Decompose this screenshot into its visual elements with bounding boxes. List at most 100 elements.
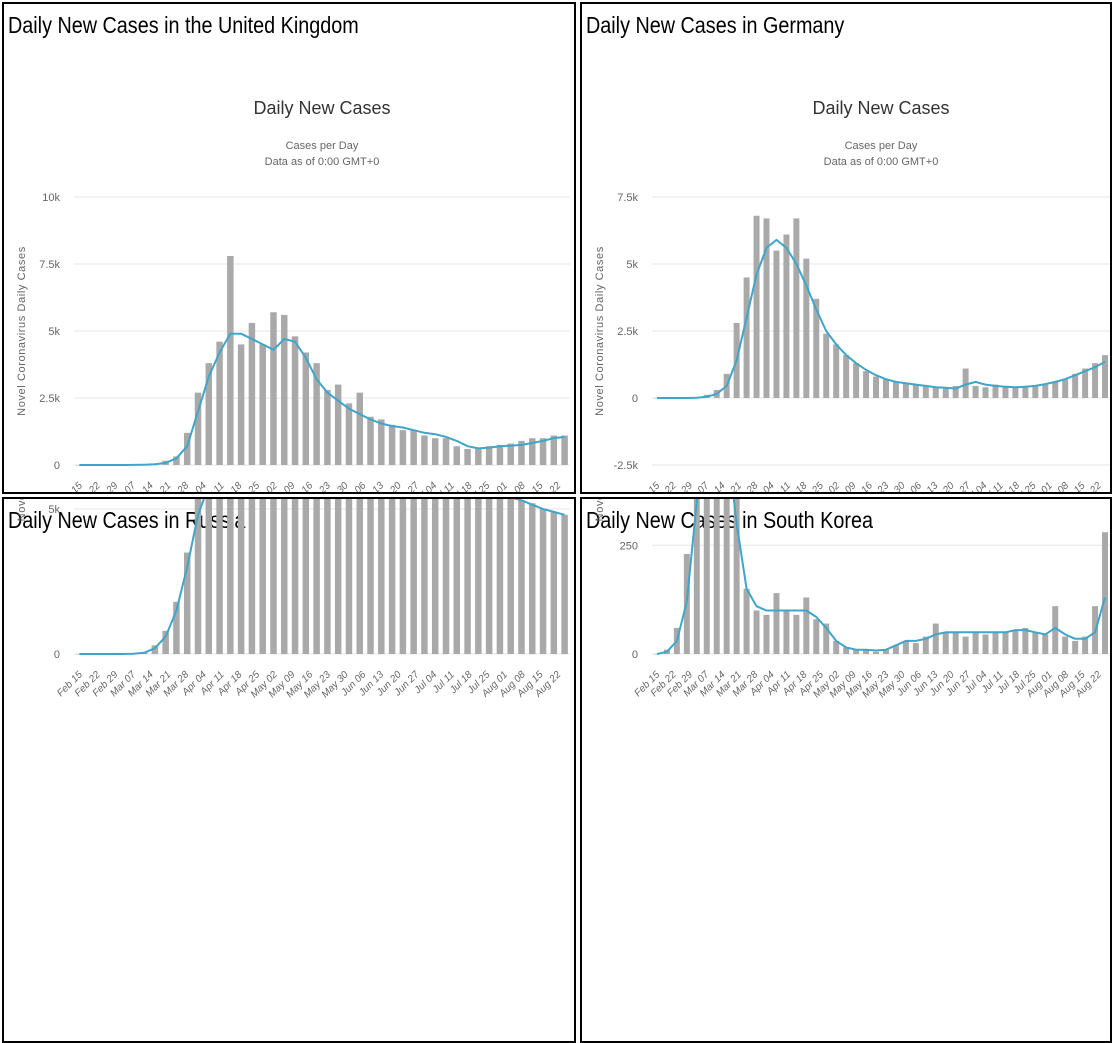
bar [313,363,320,465]
bar [388,424,396,465]
bar [992,384,999,398]
bar [783,610,790,654]
bar [205,363,213,465]
bar [853,649,860,654]
bar [270,499,277,654]
bar [693,499,700,654]
chart-panel-uk: Daily New Cases in the United Kingdom Da… [2,2,576,494]
bar [773,250,780,398]
bar [932,387,939,398]
bar [892,381,899,398]
bar [1082,636,1089,654]
bar [1092,363,1099,398]
x-tick-label: Feb 29 [665,480,695,494]
bar [529,503,536,654]
bar [76,654,83,655]
chart-title: Daily New Cases [253,98,390,118]
bar [453,499,461,654]
moving-average-line [79,332,565,466]
bar [1032,632,1039,654]
bar [216,341,223,465]
x-tick-label: Apr 25 [797,480,827,494]
x-tick-label: Jul 25 [1011,480,1039,494]
bar [76,465,83,466]
x-tick-label: Mar 14 [126,480,156,494]
bar [496,444,504,465]
x-tick-label: Mar 07 [682,480,712,494]
bar [216,499,223,654]
bar [442,499,450,654]
bar [992,632,999,654]
bar [194,499,202,654]
bar [421,499,428,654]
x-tick-label: Apr 04 [747,480,777,494]
chart-panel-russia: Daily New Cases in Russia Daily New Case… [2,497,576,1043]
bar [763,218,770,398]
y-tick-label: 0 [54,649,60,661]
chart-subtitle-date: Data as of 0:00 GMT+0 [265,156,380,168]
bar [1012,387,1019,398]
x-tick-label: Jun 20 [374,480,404,494]
bar [743,277,750,398]
bar [942,632,949,654]
bar [539,509,547,654]
bar [962,368,969,398]
bar [313,499,320,654]
bar [982,387,989,398]
bar [882,649,889,654]
bar [561,514,568,654]
bar [653,398,660,399]
bar [281,314,288,465]
bar [1102,532,1109,654]
bar [507,443,514,465]
bar [793,218,800,398]
bar [518,500,525,654]
moving-average-line [656,499,1106,655]
bar [902,640,909,654]
x-tick-label: Jul 18 [995,480,1023,494]
y-tick-label: -2.5k [614,460,639,472]
bar [1072,640,1079,654]
bar [378,499,385,654]
bar [453,446,461,465]
bar [1102,355,1109,398]
bar [496,499,504,654]
bar [773,593,780,654]
bar [1042,634,1049,654]
x-tick-label: Mar 28 [731,480,761,494]
bar [843,355,850,398]
x-tick-label: Mar 07 [108,480,138,494]
bar [183,552,191,654]
bar [882,379,889,398]
bar [345,499,353,654]
bar [833,344,840,398]
bar [912,643,919,654]
x-tick-label: Feb 22 [73,480,103,494]
bar [399,499,407,654]
bar [853,363,860,398]
x-tick-label: Jul 25 [465,480,493,494]
bar [227,255,234,465]
x-tick-label: Feb 15 [55,480,85,494]
x-tick-label: Apr 11 [198,480,227,494]
bar [270,312,277,465]
chart-subtitle-date: Data as of 0:00 GMT+0 [824,156,939,168]
bar [982,634,989,654]
x-tick-label: Jun 13 [911,480,941,494]
x-tick-label: Apr 18 [780,480,810,494]
moving-average-line [79,499,565,655]
bar [952,385,959,398]
y-axis-label: Novel Coronavirus Daily Cases [594,499,606,521]
chart-panel-south-korea: Daily New Cases in South Korea Daily New… [580,497,1112,1043]
x-tick-label: Jun 27 [392,480,422,494]
bar [550,511,558,654]
bar [902,383,909,398]
panel-heading: Daily New Cases in the United Kingdom [8,12,359,38]
bar [367,499,374,654]
bar [173,601,180,654]
bar [713,499,720,654]
bar [823,333,830,398]
bar [378,419,385,465]
moving-average-line [657,238,1106,399]
